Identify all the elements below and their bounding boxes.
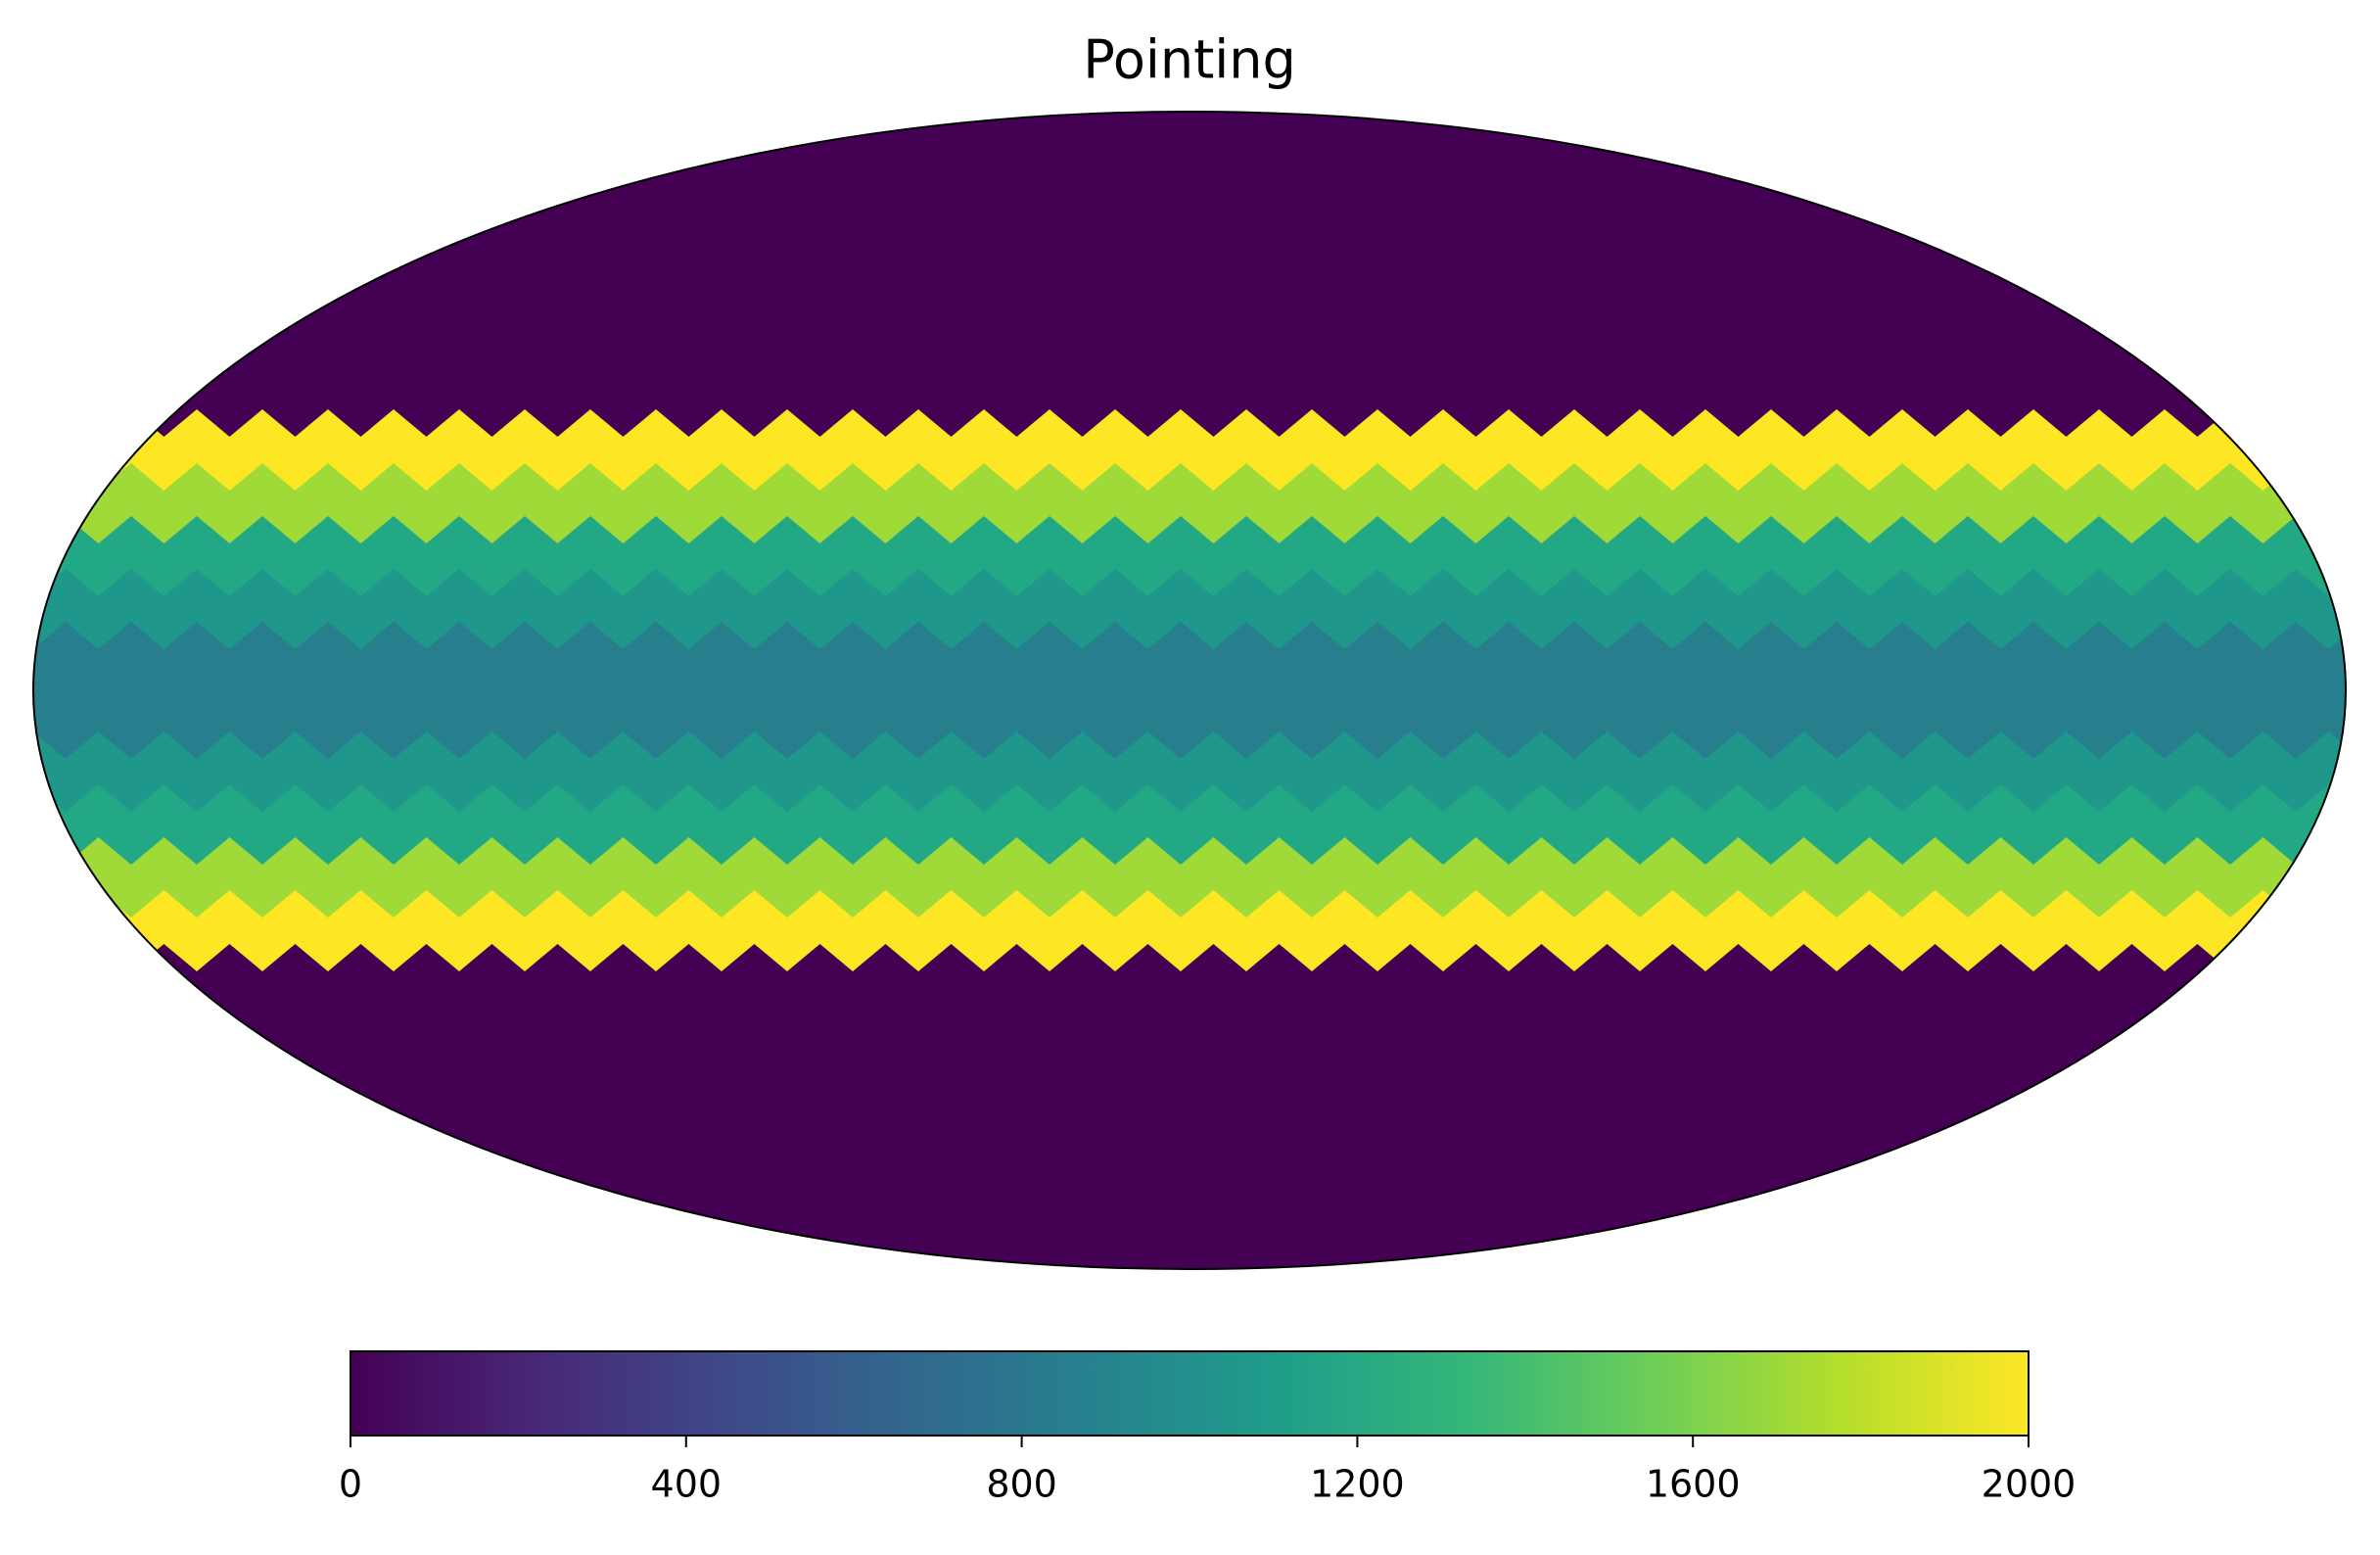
tick-label: 2000: [1982, 1463, 2077, 1506]
tick-label: 400: [651, 1463, 723, 1506]
map-outline: [32, 111, 2347, 1270]
tick-label: 0: [339, 1463, 362, 1506]
tick-label: 1200: [1310, 1463, 1405, 1506]
chart-title: Pointing: [1083, 29, 1296, 91]
colorbar: [350, 1350, 2030, 1437]
tick-label: 1600: [1646, 1463, 1741, 1506]
scan-band: [33, 622, 2346, 759]
tick-label: 800: [986, 1463, 1057, 1506]
